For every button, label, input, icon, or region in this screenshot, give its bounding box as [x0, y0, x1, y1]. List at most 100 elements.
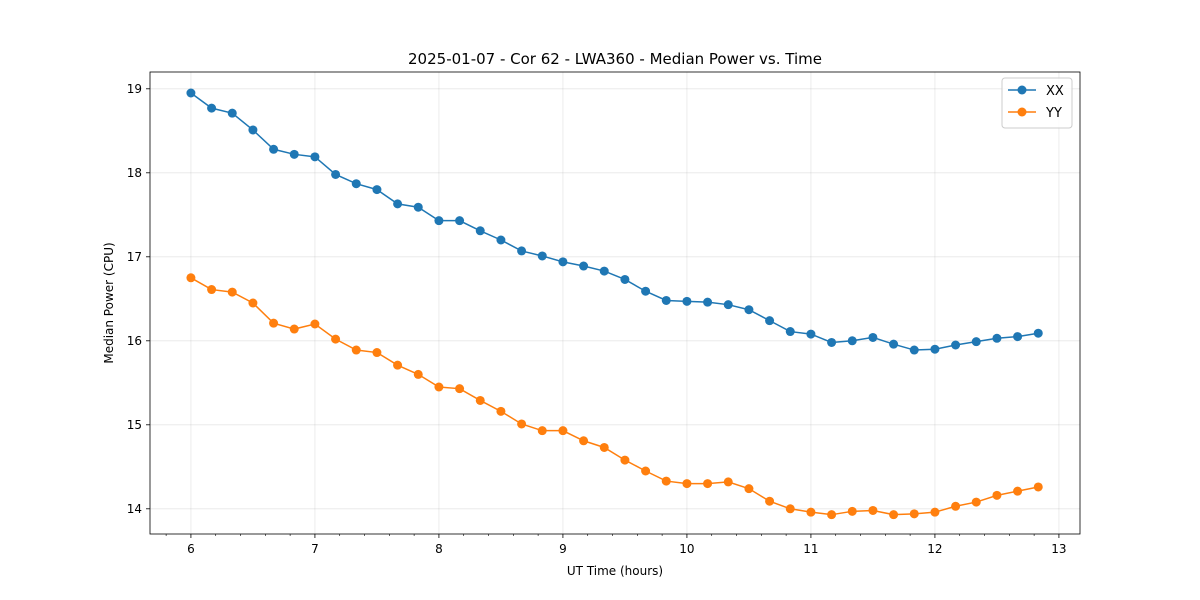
y-axis-label: Median Power (CPU): [102, 242, 116, 363]
data-point-yy: [827, 510, 837, 520]
data-point-yy: [992, 490, 1002, 500]
legend-item-yy: YY: [1008, 106, 1062, 121]
data-point-xx: [661, 295, 671, 305]
data-point-yy: [558, 426, 568, 436]
data-point-xx: [951, 340, 961, 350]
data-point-xx: [1013, 332, 1023, 342]
legend-label-xx: XX: [1046, 84, 1064, 99]
data-point-xx: [723, 300, 733, 310]
data-point-yy: [868, 505, 878, 515]
data-point-yy: [951, 501, 961, 511]
legend-marker-xx: [1017, 85, 1027, 95]
data-point-yy: [537, 426, 547, 436]
data-point-xx: [620, 274, 630, 284]
legend-marker-yy: [1017, 107, 1027, 117]
data-point-xx: [207, 103, 217, 113]
series-layer: [186, 88, 1043, 520]
data-point-xx: [351, 179, 361, 189]
x-tick-label: 11: [803, 542, 818, 556]
data-point-xx: [186, 88, 196, 98]
data-point-yy: [1013, 486, 1023, 496]
chart-title: 2025-01-07 - Cor 62 - LWA360 - Median Po…: [408, 50, 822, 68]
data-point-xx: [393, 199, 403, 209]
grid: [150, 72, 1080, 534]
x-tick-label: 13: [1051, 542, 1066, 556]
legend-item-xx: XX: [1008, 84, 1064, 99]
data-point-yy: [579, 436, 589, 446]
data-point-yy: [971, 497, 981, 507]
data-point-yy: [806, 507, 816, 517]
series-yy: [186, 273, 1043, 520]
data-point-xx: [889, 339, 899, 349]
data-point-xx: [434, 216, 444, 226]
data-point-xx: [682, 296, 692, 306]
data-point-xx: [785, 327, 795, 337]
data-point-yy: [889, 510, 899, 520]
data-point-xx: [765, 316, 775, 326]
legend-label-yy: YY: [1045, 106, 1062, 121]
data-point-xx: [310, 152, 320, 162]
y-tick-label: 15: [127, 418, 142, 432]
data-point-xx: [599, 266, 609, 276]
data-point-xx: [641, 286, 651, 296]
data-point-yy: [517, 419, 527, 429]
x-tick-label: 7: [311, 542, 319, 556]
x-tick-label: 12: [927, 542, 942, 556]
legend: XX YY: [1001, 77, 1073, 129]
x-tick-label: 6: [187, 542, 195, 556]
data-point-yy: [331, 334, 341, 344]
series-xx: [186, 88, 1043, 355]
data-point-xx: [289, 149, 299, 159]
data-point-xx: [331, 169, 341, 179]
data-point-yy: [1033, 482, 1043, 492]
data-point-xx: [496, 235, 506, 245]
data-point-yy: [310, 319, 320, 329]
data-point-yy: [641, 466, 651, 476]
data-point-xx: [806, 329, 816, 339]
data-point-yy: [186, 273, 196, 283]
data-point-yy: [496, 406, 506, 416]
data-point-yy: [723, 477, 733, 487]
data-point-xx: [517, 246, 527, 256]
data-point-yy: [227, 287, 237, 297]
data-point-xx: [579, 261, 589, 271]
data-point-yy: [393, 360, 403, 370]
x-axis-label: UT Time (hours): [567, 564, 663, 578]
data-point-xx: [868, 332, 878, 342]
data-point-xx: [558, 257, 568, 267]
data-point-yy: [661, 476, 671, 486]
data-point-yy: [434, 382, 444, 392]
data-point-yy: [351, 345, 361, 355]
data-point-yy: [703, 479, 713, 489]
y-tick-label: 18: [127, 166, 142, 180]
data-point-xx: [475, 226, 485, 236]
data-point-yy: [765, 496, 775, 506]
data-point-xx: [827, 337, 837, 347]
data-point-xx: [372, 185, 382, 195]
y-tick-label: 14: [127, 502, 142, 516]
data-point-yy: [248, 298, 258, 308]
data-point-yy: [682, 479, 692, 489]
y-tick-label: 19: [127, 82, 142, 96]
data-point-xx: [455, 216, 465, 226]
x-tick-label: 9: [559, 542, 567, 556]
data-point-xx: [971, 337, 981, 347]
data-point-xx: [413, 202, 423, 212]
x-tick-label: 8: [435, 542, 443, 556]
data-point-xx: [1033, 328, 1043, 338]
data-point-xx: [269, 144, 279, 154]
data-point-xx: [930, 344, 940, 354]
data-point-xx: [992, 333, 1002, 343]
data-point-yy: [909, 509, 919, 519]
data-point-xx: [703, 297, 713, 307]
x-tick-label: 10: [679, 542, 694, 556]
data-point-xx: [909, 345, 919, 355]
plot-frame: [149, 71, 1081, 535]
data-point-xx: [248, 125, 258, 135]
y-tick-label: 17: [127, 250, 142, 264]
y-tick-label: 16: [127, 334, 142, 348]
data-point-yy: [847, 506, 857, 516]
data-point-xx: [847, 336, 857, 346]
data-point-xx: [537, 251, 547, 261]
